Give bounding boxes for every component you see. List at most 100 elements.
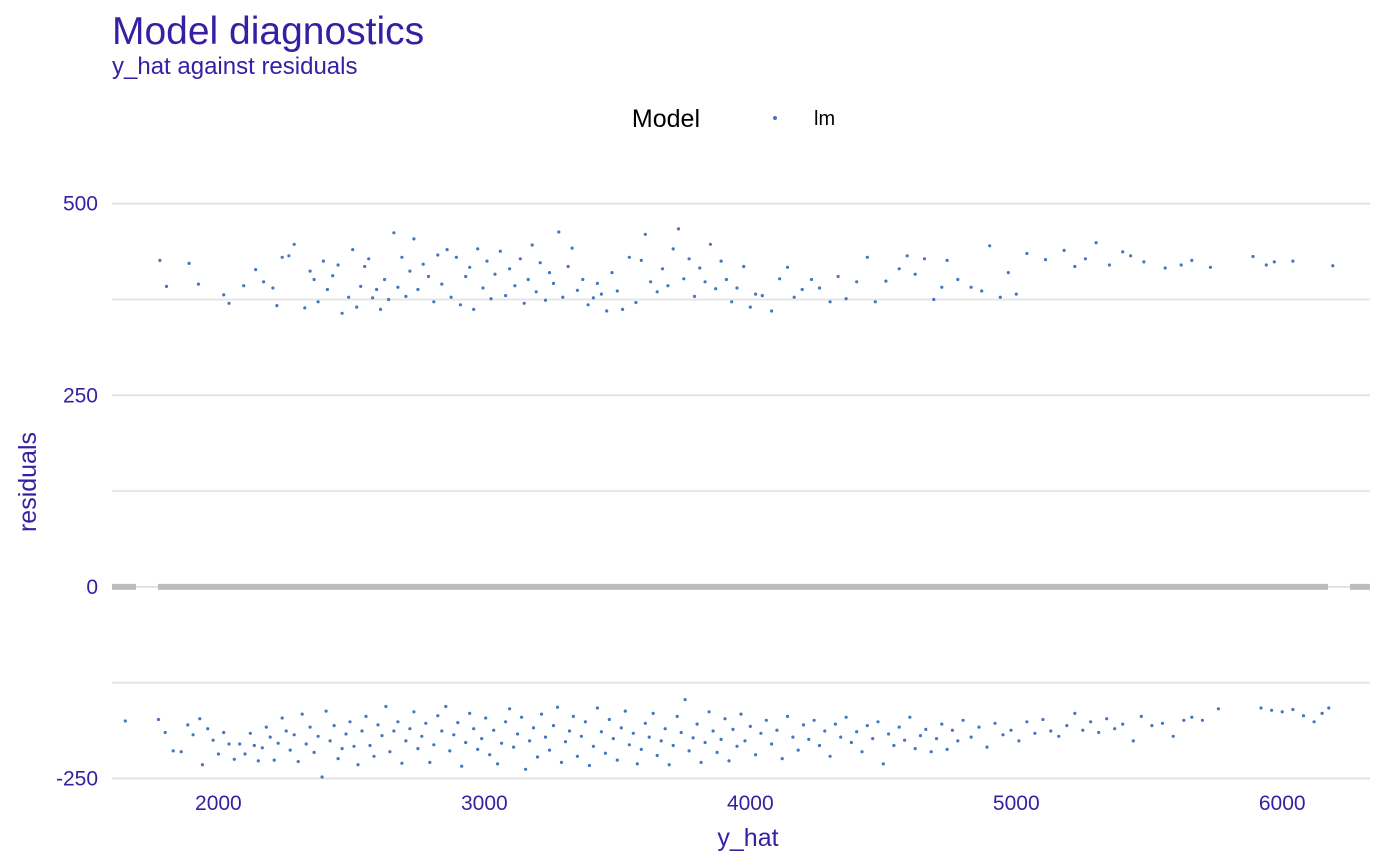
data-point	[452, 733, 456, 737]
data-point	[587, 763, 592, 768]
data-point	[855, 730, 859, 734]
legend: Model lm	[632, 105, 835, 133]
data-point	[595, 281, 600, 285]
data-point	[683, 698, 687, 702]
data-point	[557, 230, 561, 234]
data-point	[599, 730, 604, 734]
data-point	[432, 300, 436, 304]
x-tick-label: 6000	[1259, 792, 1306, 815]
data-point	[384, 704, 388, 709]
data-point	[445, 248, 449, 252]
data-point	[897, 725, 901, 729]
data-point	[260, 746, 264, 750]
data-point	[571, 714, 576, 719]
data-point	[232, 757, 236, 761]
data-point	[316, 734, 320, 738]
data-point	[1200, 718, 1204, 722]
data-point	[535, 755, 540, 759]
data-point	[980, 289, 984, 293]
data-point	[376, 723, 380, 727]
data-point	[1094, 241, 1098, 245]
data-point	[945, 747, 949, 752]
data-point	[570, 246, 574, 250]
data-point	[538, 261, 542, 265]
data-point	[615, 758, 619, 762]
data-point	[836, 274, 840, 279]
data-point	[179, 750, 183, 754]
data-point	[287, 254, 291, 258]
data-point	[186, 723, 190, 727]
data-point	[586, 303, 590, 307]
data-point	[687, 749, 691, 753]
data-point	[412, 237, 416, 241]
data-point	[392, 729, 396, 733]
data-point	[754, 753, 758, 757]
data-point	[828, 300, 832, 304]
data-point	[530, 243, 534, 247]
data-point	[303, 306, 307, 310]
data-point	[308, 269, 312, 273]
data-point	[607, 717, 611, 722]
data-point	[801, 723, 806, 727]
data-point	[256, 759, 260, 763]
data-point	[667, 763, 671, 767]
data-point	[1121, 722, 1125, 726]
data-point	[481, 286, 485, 290]
data-point	[1107, 263, 1111, 267]
data-point	[623, 709, 627, 713]
data-point	[408, 269, 412, 273]
data-point	[876, 720, 880, 724]
data-point	[1033, 731, 1037, 735]
data-point	[719, 737, 723, 742]
data-point	[1041, 717, 1045, 722]
data-point	[440, 282, 444, 286]
data-point	[198, 717, 202, 721]
x-axis-title: y_hat	[717, 824, 778, 852]
data-point	[296, 760, 300, 764]
data-point	[191, 733, 195, 737]
data-point	[458, 303, 462, 307]
data-point	[603, 751, 608, 755]
data-point	[504, 294, 508, 298]
data-point	[567, 729, 572, 733]
data-point	[364, 714, 368, 719]
data-point	[698, 266, 702, 270]
data-point	[985, 745, 989, 749]
data-point	[468, 711, 472, 716]
data-point	[1150, 724, 1154, 728]
data-point	[464, 740, 468, 745]
data-point	[476, 247, 480, 251]
data-point	[252, 743, 256, 748]
data-point	[262, 280, 266, 284]
data-point	[396, 285, 400, 289]
data-point	[649, 280, 653, 284]
data-point	[969, 285, 973, 289]
data-point	[551, 281, 556, 285]
chart-title: Model diagnostics	[112, 10, 425, 53]
data-point	[539, 712, 544, 716]
data-point	[508, 267, 512, 271]
data-point	[504, 720, 508, 724]
data-point	[531, 726, 536, 730]
data-point	[340, 311, 344, 315]
data-point	[1291, 707, 1295, 712]
data-point	[468, 265, 472, 269]
legend-key-lm	[773, 116, 777, 120]
data-point	[828, 754, 832, 758]
data-point	[284, 729, 288, 733]
data-point	[498, 249, 502, 253]
data-points	[123, 227, 1335, 779]
chart-subtitle: y_hat against residuals	[112, 53, 358, 80]
data-point	[163, 730, 167, 735]
data-point	[817, 743, 822, 748]
data-point	[436, 714, 440, 718]
data-point	[321, 259, 325, 263]
data-point	[881, 762, 885, 766]
data-point	[440, 729, 444, 733]
data-point	[839, 735, 843, 739]
data-point	[472, 727, 476, 731]
data-point	[809, 277, 814, 282]
data-point	[903, 738, 907, 742]
data-point	[1083, 257, 1087, 261]
data-point	[575, 754, 580, 758]
